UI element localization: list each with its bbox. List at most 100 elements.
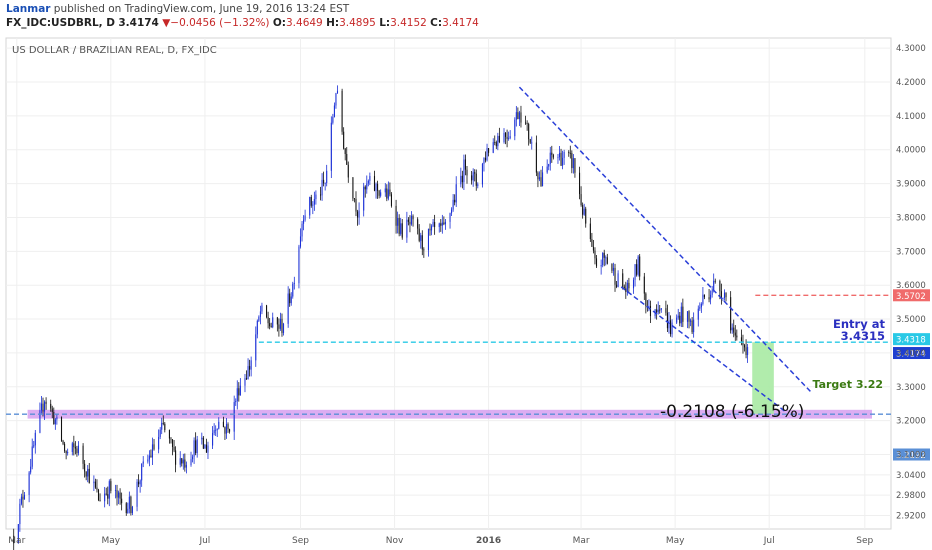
candle-body xyxy=(104,493,106,502)
candle-body xyxy=(585,208,587,224)
candle-body xyxy=(743,345,746,348)
candle-body xyxy=(571,153,573,169)
candle-body xyxy=(614,267,616,285)
high-label: H: xyxy=(326,17,340,29)
candle-body xyxy=(665,308,667,313)
candle-body xyxy=(401,223,403,238)
x-tick-label: May xyxy=(102,536,121,546)
candle-body xyxy=(218,421,220,429)
candle-body xyxy=(34,432,36,446)
candle-body xyxy=(734,332,736,336)
level-3.2192-tag-label: 3.2192 xyxy=(896,451,926,461)
candle-body xyxy=(710,294,712,300)
candle-body xyxy=(657,309,659,313)
candle-body xyxy=(494,142,496,143)
candle-body xyxy=(634,264,636,280)
candle-body xyxy=(93,481,95,484)
candle-body xyxy=(574,158,576,173)
candle-body xyxy=(580,194,582,206)
candle-body xyxy=(60,417,63,441)
candle-body xyxy=(17,524,19,544)
candle-body xyxy=(535,142,537,173)
candle-body xyxy=(495,142,497,147)
candle-body xyxy=(733,327,735,333)
candle-body xyxy=(229,429,231,432)
candle-body xyxy=(119,492,121,499)
candle-body xyxy=(551,152,553,155)
candle-body xyxy=(312,204,314,206)
candle-body xyxy=(319,194,322,196)
publish-line: Lanmar published on TradingView.com, Jun… xyxy=(6,3,349,15)
candle-body xyxy=(730,297,732,331)
candle-body xyxy=(171,439,174,447)
candle-body xyxy=(417,219,419,229)
candle-body xyxy=(594,250,596,259)
candle-body xyxy=(125,503,127,514)
author-link[interactable]: Lanmar xyxy=(6,3,51,15)
candle-body xyxy=(454,199,456,203)
candle-body xyxy=(680,306,682,324)
candle-body xyxy=(569,152,571,154)
candle-body xyxy=(474,172,476,174)
y-tick-label: 4.2000 xyxy=(896,78,926,88)
open-value: 3.4649 xyxy=(286,17,323,29)
trade-box xyxy=(752,342,774,414)
candle-body xyxy=(207,445,209,453)
candle-body xyxy=(691,320,693,333)
candle-body xyxy=(400,223,402,234)
target-label: Target 3.22 xyxy=(813,378,884,391)
candle-body xyxy=(395,205,397,226)
candle-body xyxy=(693,319,695,333)
candle-body xyxy=(636,264,638,275)
candle-body xyxy=(30,466,32,473)
y-tick-label: 4.3000 xyxy=(896,44,926,54)
close-label: C: xyxy=(430,17,443,29)
candle-body xyxy=(481,163,483,185)
candle-body xyxy=(498,135,500,142)
candle-body xyxy=(39,410,41,433)
candle-body xyxy=(537,172,539,180)
candle-body xyxy=(326,170,328,184)
candle-body xyxy=(289,293,291,304)
candle-body xyxy=(637,256,639,275)
candle-body xyxy=(259,311,261,317)
candle-body xyxy=(497,135,499,147)
candle-body xyxy=(375,183,377,191)
candle-body xyxy=(367,180,369,184)
candle-body xyxy=(96,487,98,490)
candle-body xyxy=(583,208,585,215)
candle-body xyxy=(184,459,186,468)
y-tick-label: 3.9000 xyxy=(896,180,926,190)
candle-body xyxy=(116,490,118,498)
candle-body xyxy=(742,341,744,346)
candle-body xyxy=(579,172,581,195)
candle-body xyxy=(185,465,187,468)
candle-body xyxy=(708,297,710,300)
candle-body xyxy=(606,257,608,264)
candle-body xyxy=(216,428,218,430)
candle-body xyxy=(44,401,46,412)
candle-body xyxy=(463,159,465,183)
candle-body xyxy=(249,366,251,370)
candle-body xyxy=(247,366,249,380)
candle-body xyxy=(215,429,217,431)
candle-body xyxy=(508,138,510,139)
y-tick-label: 3.6000 xyxy=(896,281,926,291)
candle-body xyxy=(270,326,272,328)
candle-body xyxy=(444,221,446,225)
level-3.4174-tag-label: 3.4174 xyxy=(896,350,926,360)
candle-body xyxy=(686,311,689,322)
x-tick-label: Mar xyxy=(8,536,25,546)
candle-body xyxy=(406,219,408,238)
y-tick-label: 3.0400 xyxy=(896,471,926,481)
candle-body xyxy=(725,292,727,298)
candle-body xyxy=(666,312,668,329)
candle-body xyxy=(517,112,519,120)
candle-body xyxy=(148,455,150,460)
candle-body xyxy=(238,388,240,396)
candle-body xyxy=(418,228,420,241)
candle-body xyxy=(356,211,359,218)
candle-body xyxy=(700,303,702,308)
y-tick-label: 2.9800 xyxy=(896,491,926,501)
